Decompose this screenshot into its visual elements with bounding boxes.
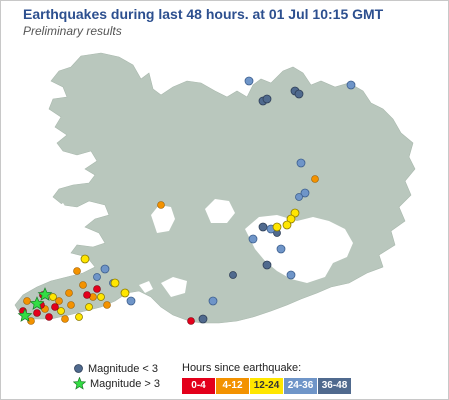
hours-legend-title: Hours since earthquake: — [182, 362, 302, 374]
legend-magnitude-large-label: Magnitude > 3 — [90, 377, 161, 390]
quake-marker[interactable] — [85, 303, 93, 311]
star-marker[interactable] — [17, 308, 33, 322]
quake-marker[interactable] — [258, 222, 268, 232]
quake-marker[interactable] — [67, 301, 75, 309]
quakes-12-24h — [49, 208, 300, 321]
quake-marker[interactable] — [208, 296, 218, 306]
magnitude-legend: Magnitude < 3 Magnitude > 3 — [73, 361, 160, 391]
quake-marker[interactable] — [244, 76, 254, 86]
quake-marker[interactable] — [97, 293, 105, 301]
iceland-landmass — [14, 52, 416, 324]
hours-swatch-0-4: 0-4 — [182, 378, 215, 394]
glacier-myrdalsjokull — [161, 277, 187, 297]
quake-marker[interactable] — [57, 307, 65, 315]
glacier-eyjafjallajokull — [139, 281, 153, 293]
circle-icon — [74, 364, 83, 373]
quake-marker[interactable] — [65, 289, 73, 297]
legend-magnitude-small: Magnitude < 3 — [73, 361, 160, 376]
quake-marker[interactable] — [120, 288, 130, 298]
quake-marker[interactable] — [126, 296, 136, 306]
quake-marker[interactable] — [27, 317, 35, 325]
hours-swatches: 0-4 4-12 12-24 24-36 36-48 — [182, 378, 352, 394]
quake-marker[interactable] — [93, 285, 101, 293]
quake-marker[interactable] — [49, 293, 57, 301]
quake-marker[interactable] — [45, 313, 53, 321]
quakes-magnitude-above-3 — [17, 287, 53, 322]
quake-marker[interactable] — [103, 301, 111, 309]
quake-marker[interactable] — [294, 89, 304, 99]
quakes-36-48h — [198, 86, 304, 324]
quake-marker[interactable] — [346, 80, 356, 90]
quake-marker[interactable] — [296, 158, 306, 168]
hours-swatch-4-12: 4-12 — [216, 378, 249, 394]
glacier-langjokull — [151, 205, 175, 233]
quake-marker[interactable] — [276, 244, 286, 254]
quake-marker[interactable] — [248, 234, 258, 244]
quake-marker[interactable] — [51, 303, 59, 311]
quake-marker[interactable] — [290, 208, 300, 218]
quakes-4-12h — [23, 175, 319, 325]
quake-marker[interactable] — [61, 315, 69, 323]
glacier-hofsjokull — [205, 199, 235, 223]
quake-marker[interactable] — [110, 278, 120, 288]
page-subtitle: Preliminary results — [23, 24, 122, 38]
quake-marker[interactable] — [23, 297, 31, 305]
quake-marker[interactable] — [55, 297, 63, 305]
page-title: Earthquakes during last 48 hours. at 01 … — [23, 6, 384, 22]
quake-marker[interactable] — [272, 222, 282, 232]
quake-marker[interactable] — [93, 273, 101, 281]
legend-magnitude-large: Magnitude > 3 — [73, 376, 160, 391]
quake-marker[interactable] — [262, 260, 272, 270]
legend-magnitude-small-label: Magnitude < 3 — [88, 362, 159, 375]
quake-marker[interactable] — [229, 271, 237, 279]
quake-marker[interactable] — [286, 270, 296, 280]
quake-marker[interactable] — [75, 313, 83, 321]
quake-marker[interactable] — [157, 201, 165, 209]
quake-marker[interactable] — [73, 267, 81, 275]
quake-marker[interactable] — [262, 94, 272, 104]
quake-marker[interactable] — [33, 309, 41, 317]
quake-marker[interactable] — [295, 193, 303, 201]
hours-legend: Hours since earthquake: 0-4 4-12 12-24 2… — [182, 361, 352, 394]
hours-swatch-12-24: 12-24 — [250, 378, 283, 394]
quake-marker[interactable] — [286, 214, 296, 224]
quake-marker[interactable] — [80, 254, 90, 264]
hours-swatch-36-48: 36-48 — [318, 378, 351, 394]
quake-marker[interactable] — [83, 291, 91, 299]
star-marker[interactable] — [29, 296, 45, 310]
quake-marker[interactable] — [79, 281, 87, 289]
quake-marker[interactable] — [187, 317, 195, 325]
quake-marker[interactable] — [311, 175, 319, 183]
hours-swatch-24-36: 24-36 — [284, 378, 317, 394]
glacier-snaefellsjokull — [57, 203, 67, 213]
quake-marker[interactable] — [100, 264, 110, 274]
star-marker[interactable] — [37, 287, 53, 301]
quake-marker[interactable] — [198, 314, 208, 324]
star-icon — [73, 377, 86, 390]
quake-marker[interactable] — [300, 188, 310, 198]
quake-marker[interactable] — [282, 220, 292, 230]
